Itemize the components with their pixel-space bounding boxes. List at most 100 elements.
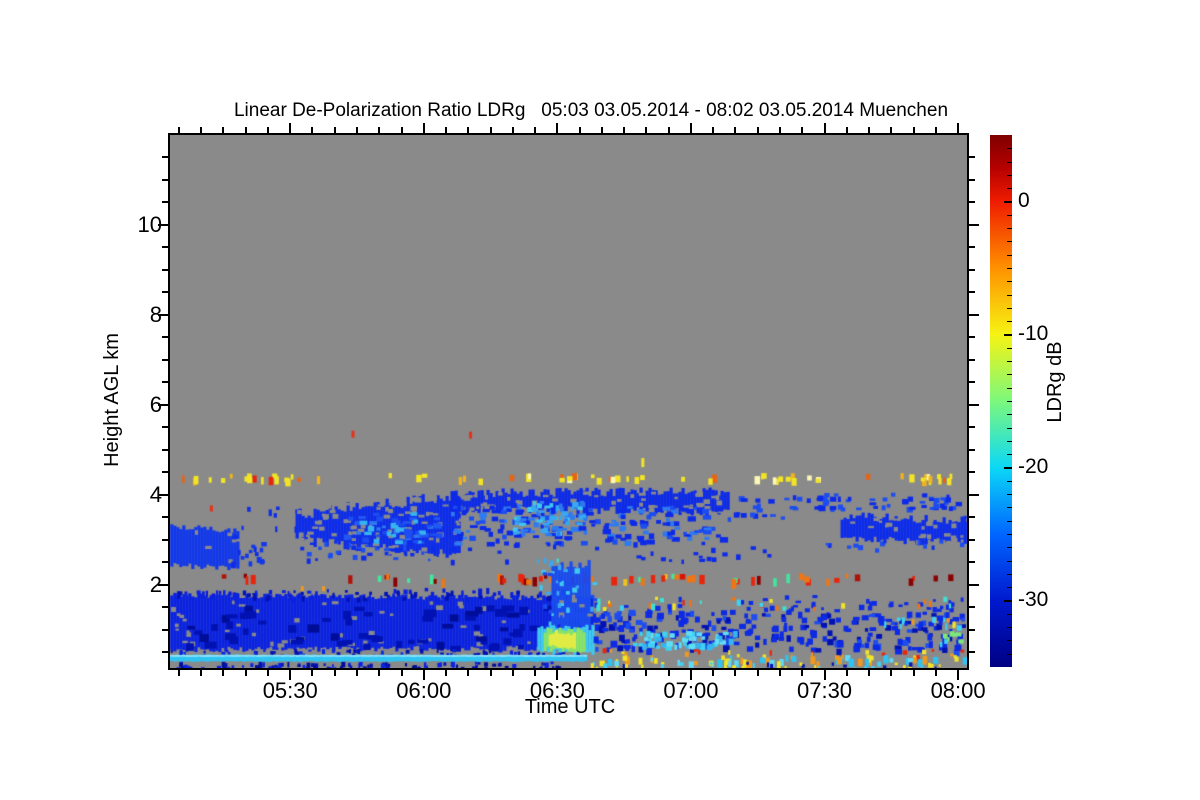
- x-minor-tick: [578, 670, 581, 676]
- x-minor-tick: [645, 670, 648, 676]
- y-minor-tick: [162, 628, 168, 631]
- x-minor-tick: [244, 670, 247, 676]
- y-tick-label: 2: [149, 571, 162, 597]
- x-minor-tick: [734, 670, 737, 676]
- y-minor-tick: [162, 156, 168, 159]
- x-tick: [823, 670, 826, 680]
- x-minor-tick: [511, 670, 514, 676]
- colorbar-minor-tick: [1007, 174, 1012, 176]
- colorbar-gradient: [990, 135, 1012, 667]
- colorbar-minor-tick: [1007, 520, 1012, 522]
- x-tick-top: [689, 123, 692, 133]
- x-minor-tick-top: [756, 127, 759, 133]
- x-minor-tick-top: [467, 127, 470, 133]
- x-minor-tick: [623, 670, 626, 676]
- x-minor-tick-top: [623, 127, 626, 133]
- x-tick-top: [422, 123, 425, 133]
- y-tick: [158, 583, 168, 586]
- x-minor-tick-top: [645, 127, 648, 133]
- x-minor-tick: [222, 670, 225, 676]
- x-minor-tick: [445, 670, 448, 676]
- x-tick: [422, 670, 425, 680]
- y-minor-tick: [162, 606, 168, 609]
- y-tick-right: [969, 403, 979, 406]
- x-minor-tick: [400, 670, 403, 676]
- x-minor-tick-top: [578, 127, 581, 133]
- x-tick: [556, 670, 559, 680]
- x-minor-tick-top: [266, 127, 269, 133]
- colorbar-minor-tick: [1007, 307, 1012, 309]
- x-minor-tick-top: [801, 127, 804, 133]
- x-minor-tick-top: [912, 127, 915, 133]
- y-minor-tick: [162, 291, 168, 294]
- colorbar-minor-tick: [1007, 507, 1012, 509]
- x-tick-label: 06:30: [529, 678, 585, 703]
- x-tick-top: [556, 123, 559, 133]
- colorbar-minor-tick: [1007, 401, 1012, 402]
- x-tick: [689, 670, 692, 680]
- x-minor-tick: [200, 670, 203, 676]
- y-minor-tick: [162, 358, 168, 361]
- colorbar-minor-tick: [1007, 281, 1012, 283]
- colorbar-tick-label: -30: [1018, 587, 1049, 611]
- x-tick-top: [957, 123, 960, 133]
- heatmap-canvas: [170, 135, 967, 668]
- x-minor-tick: [756, 670, 759, 676]
- colorbar-minor-tick: [1007, 427, 1012, 429]
- y-tick-right: [969, 223, 979, 226]
- colorbar-minor-tick: [1007, 440, 1012, 442]
- x-minor-tick: [912, 670, 915, 676]
- y-tick-label: 8: [149, 301, 162, 327]
- y-tick-right: [969, 493, 979, 496]
- x-tick: [957, 670, 960, 680]
- y-minor-tick-right: [969, 471, 975, 474]
- y-minor-tick-right: [969, 268, 975, 271]
- y-minor-tick-right: [969, 291, 975, 294]
- x-minor-tick: [378, 670, 381, 676]
- y-minor-tick: [162, 268, 168, 271]
- colorbar-minor-tick: [1007, 653, 1012, 655]
- x-minor-tick-top: [445, 127, 448, 133]
- plot-frame: [168, 133, 969, 670]
- colorbar-minor-tick: [1007, 640, 1012, 642]
- y-tick-label: 10: [137, 211, 162, 237]
- y-minor-tick: [162, 561, 168, 564]
- y-minor-tick-right: [969, 358, 975, 361]
- x-minor-tick: [934, 670, 937, 676]
- y-minor-tick-right: [969, 561, 975, 564]
- x-minor-tick: [534, 670, 537, 676]
- x-tick-label: 08:00: [930, 678, 986, 703]
- x-minor-tick-top: [222, 127, 225, 133]
- y-minor-tick: [162, 651, 168, 654]
- y-minor-tick: [162, 178, 168, 181]
- x-minor-tick-top: [890, 127, 893, 133]
- y-minor-tick: [162, 538, 168, 541]
- x-minor-tick-top: [200, 127, 203, 133]
- y-minor-tick-right: [969, 628, 975, 631]
- x-minor-tick: [266, 670, 269, 676]
- y-minor-tick: [162, 246, 168, 249]
- y-minor-tick-right: [969, 516, 975, 519]
- y-minor-tick: [162, 426, 168, 429]
- colorbar-tick-label: 0: [1018, 188, 1030, 212]
- colorbar-minor-tick: [1007, 387, 1012, 389]
- x-minor-tick-top: [845, 127, 848, 133]
- colorbar-tick: [1004, 200, 1012, 203]
- x-minor-tick: [779, 670, 781, 676]
- y-minor-tick: [162, 201, 168, 204]
- y-minor-tick-right: [969, 246, 975, 249]
- y-minor-tick: [162, 336, 168, 339]
- colorbar-minor-tick: [1007, 613, 1012, 615]
- y-minor-tick: [162, 448, 168, 451]
- x-minor-tick-top: [311, 127, 314, 133]
- x-minor-tick-top: [734, 127, 737, 133]
- x-minor-tick: [845, 670, 848, 676]
- colorbar-minor-tick: [1007, 534, 1012, 535]
- x-minor-tick-top: [934, 127, 937, 133]
- colorbar-minor-tick: [1007, 480, 1012, 482]
- y-minor-tick-right: [969, 651, 975, 654]
- colorbar-minor-tick: [1007, 241, 1012, 243]
- x-minor-tick-top: [667, 127, 670, 133]
- x-minor-tick: [600, 670, 603, 676]
- x-minor-tick-top: [244, 127, 247, 133]
